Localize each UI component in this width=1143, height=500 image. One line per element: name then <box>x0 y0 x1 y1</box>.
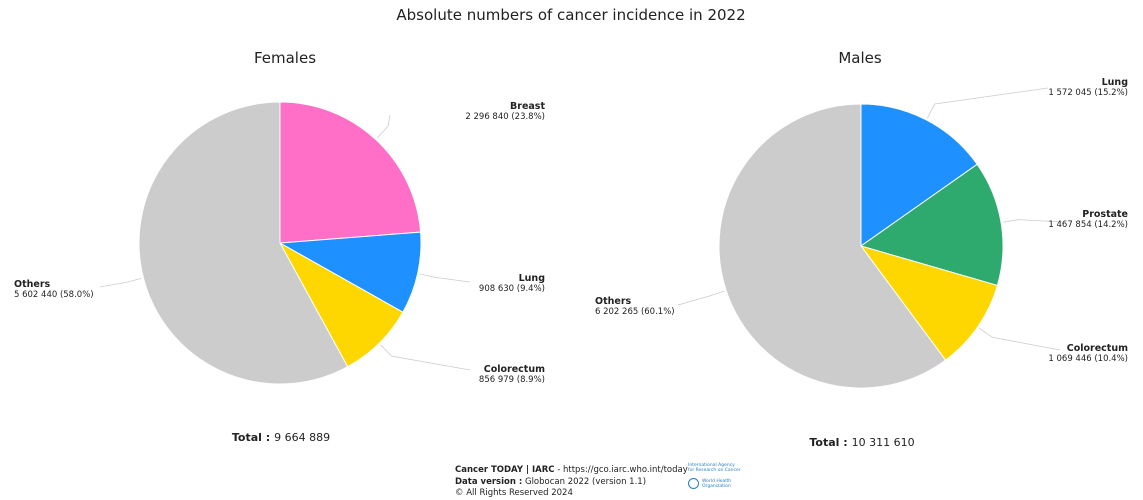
chart-title: Absolute numbers of cancer incidence in … <box>396 6 745 24</box>
footer-version-line: Data version : Globocan 2022 (version 1.… <box>455 477 688 489</box>
males-slice-lung[interactable] <box>860 103 978 247</box>
who-logo-line2: Organization <box>702 483 731 489</box>
males-value-others: 6 202 265 (60.1%) <box>595 307 675 317</box>
males-leader-others <box>677 290 725 306</box>
females-total: Total : 9 664 889 <box>232 431 330 444</box>
females-leader-breast <box>376 114 391 139</box>
males-value-prostate: 1 467 854 (14.2%) <box>1048 220 1128 230</box>
females-label-breast: Breast <box>510 101 545 112</box>
females-label-colorectum: Colorectum <box>484 364 545 375</box>
females-label-others: Others <box>14 279 51 290</box>
organization-logos: International Agency for Research on Can… <box>688 463 748 489</box>
males-total-value: 10 311 610 <box>852 436 915 449</box>
males-value-colorectum: 1 069 446 (10.4%) <box>1048 354 1128 364</box>
who-logo-line1: World Health <box>702 478 732 484</box>
females-total-label: Total : <box>232 431 270 444</box>
males-label-prostate: Prostate <box>1082 209 1128 220</box>
footer-source-line: Cancer TODAY | IARC - https://gco.iarc.w… <box>455 465 688 477</box>
females-value-breast: 2 296 840 (23.8%) <box>465 112 545 122</box>
females-leader-others <box>99 278 142 288</box>
who-emblem-icon <box>688 478 699 489</box>
iarc-logo-line1: International Agency <box>688 463 735 468</box>
males-leader-prostate <box>1002 219 1063 223</box>
males-label-colorectum: Colorectum <box>1067 343 1128 354</box>
females-value-colorectum: 856 979 (8.9%) <box>479 375 545 385</box>
females-leader-colorectum <box>380 344 471 371</box>
males-total: Total : 10 311 610 <box>809 436 914 449</box>
who-logo: World Health Organization <box>688 478 748 489</box>
footer-source-bold: Cancer TODAY | IARC <box>455 465 555 475</box>
females-slice-others[interactable] <box>138 101 349 385</box>
females-slice-breast[interactable] <box>279 101 422 244</box>
males-total-label: Total : <box>809 436 847 449</box>
males-leader-colorectum <box>979 327 1061 351</box>
males-slice-colorectum[interactable] <box>859 245 999 361</box>
footer-version-bold: Data version : <box>455 476 523 487</box>
footer-source-link[interactable]: - https://gco.iarc.who.int/today <box>554 465 688 475</box>
females-total-value: 9 664 889 <box>274 431 330 444</box>
males-label-others: Others <box>595 296 632 307</box>
footer-credits: Cancer TODAY | IARC - https://gco.iarc.w… <box>455 465 688 500</box>
females-label-lung: Lung <box>519 273 545 284</box>
females-pie-title: Females <box>254 49 316 67</box>
iarc-logo: International Agency for Research on Can… <box>688 463 748 473</box>
females-value-lung: 908 630 (9.4%) <box>479 284 545 294</box>
males-value-lung: 1 572 045 (15.2%) <box>1048 88 1128 98</box>
footer-version-text: Globocan 2022 (version 1.1) <box>522 476 647 487</box>
males-label-lung: Lung <box>1102 77 1128 88</box>
males-leader-lung <box>927 87 1049 119</box>
males-slice-prostate[interactable] <box>859 163 1004 287</box>
females-slice-lung[interactable] <box>278 231 422 313</box>
females-value-others: 5 602 440 (58.0%) <box>14 290 94 300</box>
females-leader-lung <box>419 273 471 283</box>
males-slice-others[interactable] <box>718 103 947 389</box>
iarc-logo-line2: for Research on Cancer <box>688 468 741 473</box>
footer-rights: © All Rights Reserved 2024 <box>455 488 573 498</box>
males-pie-title: Males <box>838 49 882 67</box>
